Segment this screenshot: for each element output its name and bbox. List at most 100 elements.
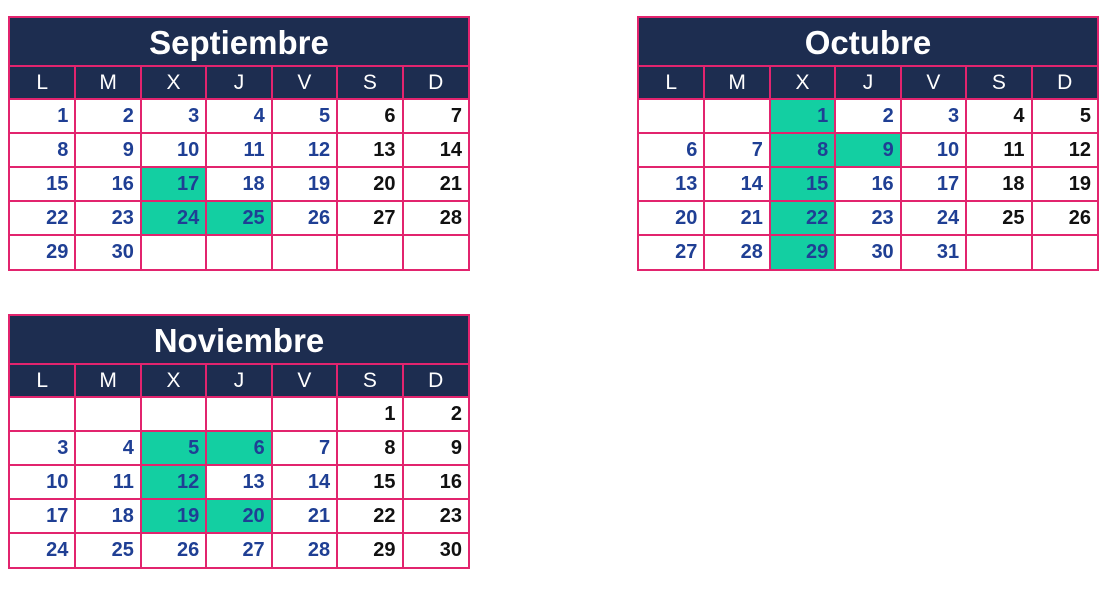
day-cell: 7 bbox=[402, 99, 468, 134]
day-cell: 31 bbox=[900, 235, 968, 269]
day-cell: 12 bbox=[271, 133, 339, 168]
day-grid: 1 2 3 4 5 6 7 8 9 10 11 12 13 14 15 16 17 18 19 20 21 22 23 24 2… bbox=[10, 397, 468, 567]
day-cell: 4 bbox=[206, 99, 273, 134]
day-cell: 13 bbox=[639, 167, 706, 202]
day-cell: 9 bbox=[835, 133, 902, 168]
day-cell: 13 bbox=[206, 465, 273, 500]
day-cell: 3 bbox=[900, 99, 968, 134]
day-cell: 23 bbox=[835, 201, 902, 236]
day-grid: 1 2 3 4 5 6 7 8 9 10 11 12 13 14 15 16 17 18 19 20 21 22 23 24 2… bbox=[10, 99, 468, 269]
day-cell: 15 bbox=[337, 465, 404, 500]
day-cell: 30 bbox=[835, 235, 902, 269]
day-cell: 26 bbox=[271, 201, 339, 236]
day-cell: 17 bbox=[10, 499, 77, 534]
day-cell: 18 bbox=[75, 499, 142, 534]
day-grid: 1 2 3 4 5 6 7 8 9 10 11 12 13 14 15 16 17 18 19 20 21 22 23 24 2… bbox=[639, 99, 1097, 269]
empty-day-cell bbox=[271, 235, 339, 269]
day-cell: 15 bbox=[10, 167, 77, 202]
week-row: 13 14 15 16 17 18 19 bbox=[639, 167, 1097, 202]
day-cell: 10 bbox=[140, 133, 208, 168]
day-cell: 4 bbox=[966, 99, 1033, 134]
day-cell: 20 bbox=[337, 167, 404, 202]
empty-day-cell bbox=[704, 99, 771, 134]
day-cell: 5 bbox=[271, 99, 339, 134]
day-cell: 2 bbox=[835, 99, 902, 134]
day-cell: 14 bbox=[271, 465, 339, 500]
day-cell: 16 bbox=[835, 167, 902, 202]
day-cell: 11 bbox=[206, 133, 273, 168]
week-row: 24 25 26 27 28 29 30 bbox=[10, 533, 468, 567]
day-cell: 14 bbox=[402, 133, 468, 168]
weekday-label: M bbox=[704, 67, 771, 100]
day-cell: 26 bbox=[140, 533, 208, 567]
day-cell: 1 bbox=[337, 397, 404, 432]
empty-day-cell bbox=[206, 235, 273, 269]
day-cell: 11 bbox=[75, 465, 142, 500]
day-cell: 6 bbox=[639, 133, 706, 168]
empty-day-cell bbox=[140, 235, 208, 269]
day-cell: 15 bbox=[769, 167, 837, 202]
day-cell: 2 bbox=[75, 99, 142, 134]
weekday-label: X bbox=[140, 67, 208, 100]
empty-day-cell bbox=[337, 235, 404, 269]
week-row: 27 28 29 30 31 bbox=[639, 235, 1097, 269]
day-cell: 29 bbox=[10, 235, 77, 269]
day-cell: 24 bbox=[900, 201, 968, 236]
day-cell: 1 bbox=[10, 99, 77, 134]
weekday-label: S bbox=[337, 365, 404, 398]
day-cell: 18 bbox=[206, 167, 273, 202]
day-cell: 6 bbox=[337, 99, 404, 134]
month-title: Noviembre bbox=[10, 316, 468, 365]
day-cell: 29 bbox=[769, 235, 837, 269]
day-cell: 16 bbox=[75, 167, 142, 202]
day-cell: 12 bbox=[1031, 133, 1097, 168]
day-cell: 30 bbox=[75, 235, 142, 269]
day-cell: 10 bbox=[10, 465, 77, 500]
weekday-label: M bbox=[75, 365, 142, 398]
day-cell: 28 bbox=[271, 533, 339, 567]
day-cell: 27 bbox=[639, 235, 706, 269]
weekday-label: J bbox=[835, 67, 902, 100]
day-cell: 20 bbox=[206, 499, 273, 534]
week-row: 8 9 10 11 12 13 14 bbox=[10, 133, 468, 168]
week-row: 20 21 22 23 24 25 26 bbox=[639, 201, 1097, 236]
day-cell: 29 bbox=[337, 533, 404, 567]
day-cell: 5 bbox=[1031, 99, 1097, 134]
day-cell: 21 bbox=[271, 499, 339, 534]
day-cell: 3 bbox=[10, 431, 77, 466]
day-cell: 24 bbox=[10, 533, 77, 567]
day-cell: 14 bbox=[704, 167, 771, 202]
month-title: Octubre bbox=[639, 18, 1097, 67]
weekday-label: X bbox=[140, 365, 208, 398]
day-cell: 22 bbox=[769, 201, 837, 236]
empty-day-cell bbox=[966, 235, 1033, 269]
day-cell: 26 bbox=[1031, 201, 1097, 236]
weekday-label: V bbox=[271, 67, 339, 100]
week-row: 6 7 8 9 10 11 12 bbox=[639, 133, 1097, 168]
week-row: 29 30 bbox=[10, 235, 468, 269]
day-cell: 21 bbox=[704, 201, 771, 236]
weekday-label: D bbox=[1031, 67, 1097, 100]
day-cell: 27 bbox=[337, 201, 404, 236]
week-row: 15 16 17 18 19 20 21 bbox=[10, 167, 468, 202]
week-row: 10 11 12 13 14 15 16 bbox=[10, 465, 468, 500]
weekday-label: M bbox=[75, 67, 142, 100]
weekday-label: V bbox=[271, 365, 339, 398]
day-cell: 10 bbox=[900, 133, 968, 168]
day-cell: 28 bbox=[402, 201, 468, 236]
day-cell: 30 bbox=[439, 539, 462, 561]
weekday-label: J bbox=[206, 67, 273, 100]
day-cell: 19 bbox=[271, 167, 339, 202]
day-cell: 13 bbox=[337, 133, 404, 168]
weekday-label: S bbox=[337, 67, 404, 100]
day-cell: 16 bbox=[402, 465, 468, 500]
day-cell: 22 bbox=[337, 499, 404, 534]
day-cell: 5 bbox=[140, 431, 208, 466]
empty-day-cell bbox=[271, 397, 339, 432]
